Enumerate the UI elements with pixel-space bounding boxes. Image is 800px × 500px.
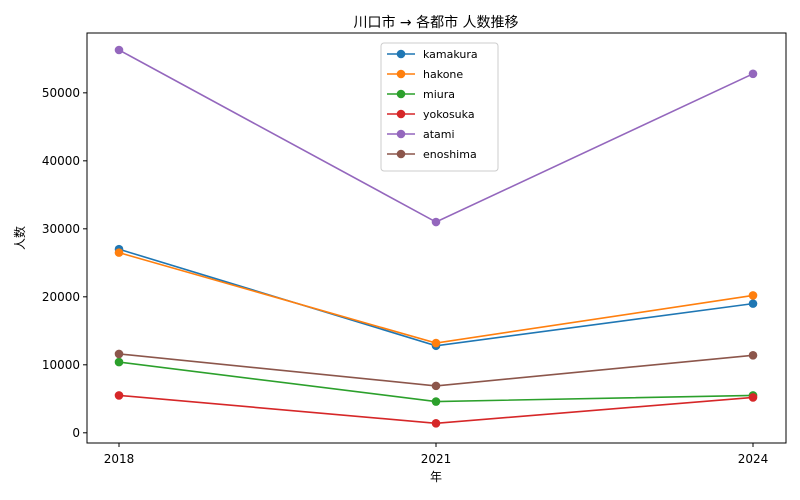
series-hakone <box>114 248 758 348</box>
series-line <box>118 353 754 387</box>
series-enoshima <box>114 349 758 391</box>
legend-marker <box>396 149 406 159</box>
data-point <box>748 350 758 360</box>
x-axis-label: 年 <box>430 470 442 484</box>
series-yokosuka <box>114 391 758 428</box>
series-line <box>118 251 754 344</box>
legend-item: atami <box>387 128 455 141</box>
legend-label: kamakura <box>423 48 478 61</box>
x-tick-label: 2021 <box>421 452 452 466</box>
data-point <box>114 349 124 359</box>
data-point <box>114 248 124 257</box>
y-tick-label: 10000 <box>42 358 80 372</box>
series-kamakura <box>114 244 758 351</box>
data-point <box>748 299 758 308</box>
legend-marker <box>396 129 406 139</box>
legend-label: miura <box>423 88 455 101</box>
y-tick-label: 20000 <box>42 290 80 304</box>
chart-title: 川口市 → 各都市 人数推移 <box>353 14 518 31</box>
data-point <box>431 217 441 227</box>
legend-item: miura <box>387 88 455 101</box>
series-line <box>118 248 754 347</box>
legend-item: yokosuka <box>387 108 475 121</box>
x-tick-label: 2018 <box>104 452 135 466</box>
legend-label: enoshima <box>423 148 477 161</box>
data-point <box>114 357 124 367</box>
data-point <box>114 45 124 55</box>
y-tick-label: 30000 <box>42 222 80 236</box>
legend-box <box>380 42 499 172</box>
data-point <box>431 397 441 406</box>
data-point <box>748 69 758 79</box>
legend-item: hakone <box>387 68 463 81</box>
legend-marker <box>396 49 406 59</box>
legend-label: atami <box>423 128 455 141</box>
legend-marker <box>396 109 406 119</box>
legend-marker <box>396 69 406 79</box>
x-axis: 2018 2021 2024 <box>104 443 769 466</box>
legend-item: enoshima <box>387 148 477 161</box>
legend: kamakura hakone miura yokosuka atami enoshima <box>380 42 499 172</box>
y-tick-label: 0 <box>72 426 80 440</box>
data-point <box>748 291 758 300</box>
series-atami <box>114 45 758 227</box>
y-axis: 0 10000 20000 30000 40000 50000 <box>42 86 87 440</box>
data-point <box>431 338 441 348</box>
y-tick-label: 50000 <box>42 86 80 100</box>
legend-item: kamakura <box>387 48 478 61</box>
x-tick-label: 2024 <box>738 452 769 466</box>
series-layer <box>114 45 758 428</box>
legend-marker <box>396 89 406 99</box>
data-point <box>748 393 758 402</box>
data-point <box>114 391 124 400</box>
y-axis-label: 人数 <box>12 226 27 250</box>
data-point <box>431 381 441 391</box>
legend-label: hakone <box>423 68 463 81</box>
y-tick-label: 40000 <box>42 154 80 168</box>
legend-label: yokosuka <box>423 108 475 121</box>
data-point <box>431 418 441 428</box>
